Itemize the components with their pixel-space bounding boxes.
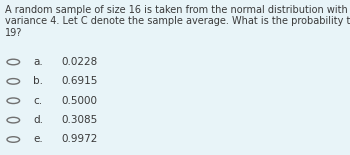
- Text: 0.9972: 0.9972: [61, 135, 98, 144]
- Text: A random sample of size 16 is taken from the normal distribution with mean 20 an: A random sample of size 16 is taken from…: [5, 5, 350, 38]
- Text: 0.3085: 0.3085: [61, 115, 98, 125]
- Text: b.: b.: [33, 76, 43, 86]
- Text: d.: d.: [33, 115, 43, 125]
- Text: 0.5000: 0.5000: [61, 96, 97, 106]
- Text: 0.6915: 0.6915: [61, 76, 98, 86]
- Text: c.: c.: [33, 96, 42, 106]
- Text: a.: a.: [33, 57, 43, 67]
- Text: 0.0228: 0.0228: [61, 57, 98, 67]
- Text: e.: e.: [33, 135, 43, 144]
